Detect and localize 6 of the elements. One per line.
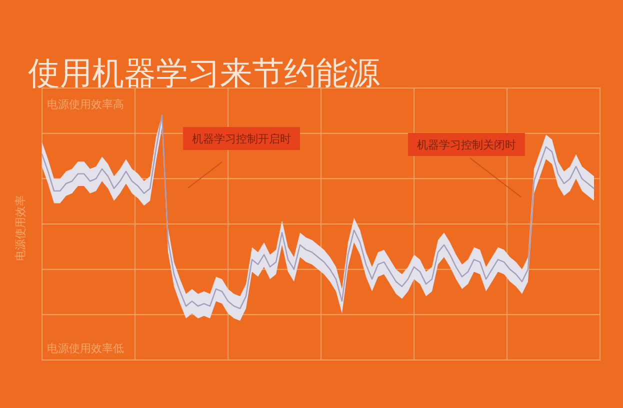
y-axis-title: 电源使用效率 xyxy=(14,195,27,261)
annotation: 电源使用效率低 xyxy=(47,342,124,355)
annotation: 机器学习控制关闭时 xyxy=(417,138,516,152)
chart-title: 使用机器学习来节约能源 xyxy=(28,54,380,92)
text: 电源使用效率高 xyxy=(47,98,124,111)
annotation: 机器学习控制开启时 xyxy=(192,132,291,146)
